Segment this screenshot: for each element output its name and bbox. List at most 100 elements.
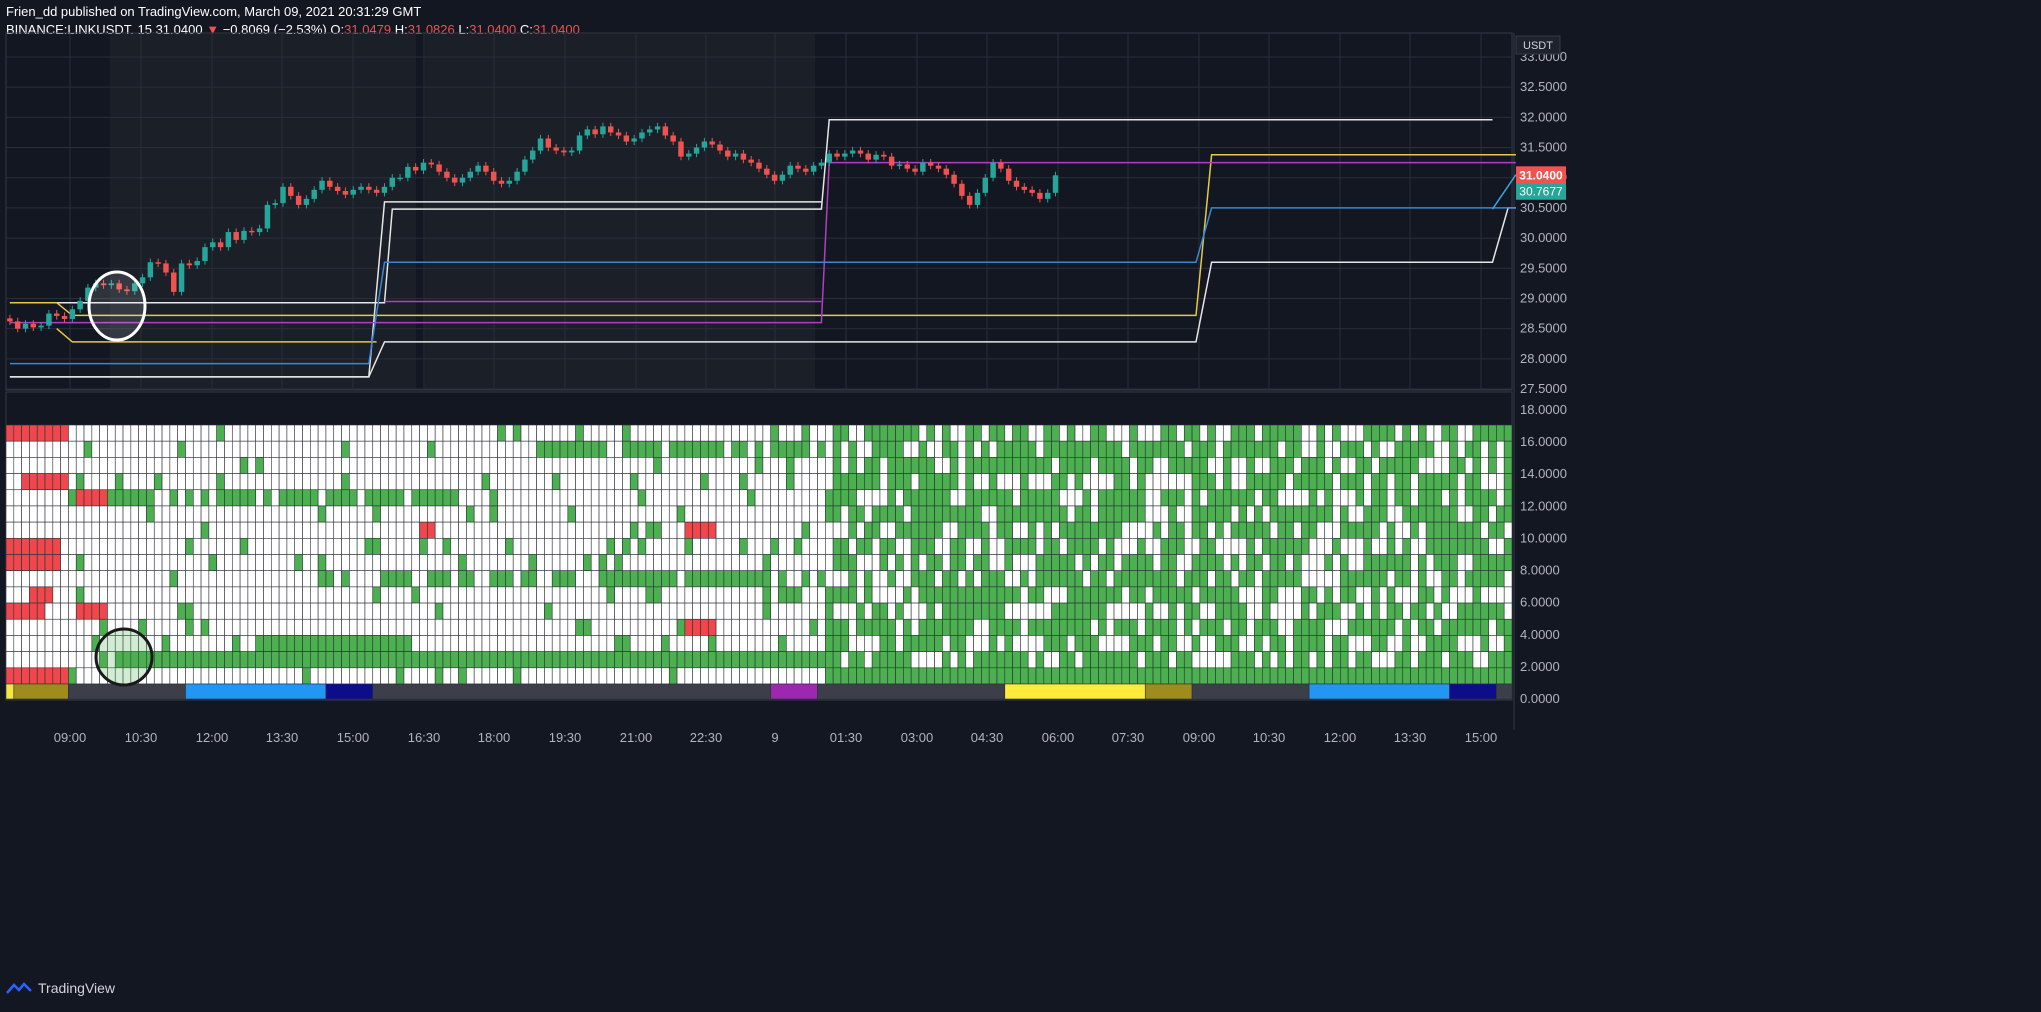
heatmap-cell	[1301, 635, 1310, 652]
session-strip-cell	[770, 683, 818, 700]
heatmap-cell	[559, 489, 569, 507]
heatmap-cell	[489, 505, 498, 523]
heatmap-cell	[5, 618, 15, 636]
heatmap-cell	[1371, 586, 1380, 604]
heatmap-cell	[551, 667, 561, 685]
heatmap-cell	[536, 618, 545, 636]
heatmap-cell	[731, 618, 740, 636]
heatmap-cell	[434, 618, 444, 636]
heatmap-cell	[957, 457, 967, 474]
heatmap-cell	[949, 554, 959, 571]
heatmap-cell	[1441, 473, 1450, 491]
heatmap-cell	[1464, 602, 1474, 620]
heatmap-cell	[1176, 505, 1185, 523]
heatmap-cell	[715, 618, 725, 636]
heatmap-cell	[1262, 586, 1271, 604]
heatmap-cell	[512, 538, 522, 555]
heatmap-cell	[1191, 473, 1201, 491]
heatmap-cell	[965, 457, 974, 474]
heatmap-cell	[1035, 602, 1045, 620]
heatmap-cell	[692, 570, 701, 588]
heatmap-cell	[388, 505, 397, 523]
heatmap-cell	[419, 618, 428, 636]
heatmap-cell	[996, 505, 1006, 523]
heatmap-cell	[871, 473, 881, 491]
heatmap-cell	[153, 667, 163, 685]
heatmap-cell	[1433, 505, 1443, 523]
heatmap-cell	[278, 538, 288, 555]
heatmap-cell	[294, 635, 303, 652]
heatmap-cell	[606, 602, 615, 620]
heatmap-cell	[864, 570, 873, 588]
heatmap-cell	[786, 618, 795, 636]
heatmap-cell	[1503, 440, 1513, 458]
heatmap-cell	[926, 489, 935, 507]
heatmap-cell	[1246, 440, 1255, 458]
heatmap-cell	[544, 521, 553, 539]
heatmap-cell	[1254, 521, 1263, 539]
heatmap-cell	[208, 473, 217, 491]
heatmap-cell	[1386, 570, 1396, 588]
last-price-tag-text: 31.0400	[1519, 168, 1563, 182]
heatmap-cell	[840, 440, 850, 458]
heatmap-cell	[458, 635, 467, 652]
heatmap-cell	[590, 651, 600, 669]
heatmap-cell	[247, 618, 256, 636]
heatmap-cell	[544, 505, 553, 523]
heatmap-cell	[1332, 489, 1341, 507]
heatmap-cell	[341, 602, 350, 620]
heatmap-cell	[1418, 618, 1427, 636]
heatmap-cell	[1277, 505, 1287, 523]
heatmap-cell	[138, 473, 147, 491]
heatmap-cell	[1340, 457, 1349, 474]
heatmap-cell	[411, 602, 420, 620]
heatmap-cell	[895, 570, 904, 588]
heatmap-cell	[1090, 635, 1099, 652]
heatmap-cell	[380, 554, 389, 571]
heatmap-cell	[130, 457, 139, 474]
heatmap-cell	[1168, 602, 1177, 620]
candle	[311, 189, 317, 199]
heatmap-cell	[684, 635, 693, 652]
heatmap-cell	[668, 473, 678, 491]
candle	[584, 129, 591, 136]
heatmap-cell	[778, 667, 787, 685]
heatmap-cell	[1449, 424, 1458, 442]
heatmap-cell	[1020, 505, 1029, 523]
heatmap-cell	[629, 538, 639, 555]
heatmap-cell	[153, 651, 163, 669]
heatmap-cell	[957, 538, 967, 555]
heatmap-cell	[887, 554, 896, 571]
y-tick-label: 28.0000	[1520, 351, 1567, 366]
heatmap-cell	[247, 602, 256, 620]
heatmap-cell	[1121, 473, 1130, 491]
heatmap-cell	[809, 602, 818, 620]
heatmap-cell	[957, 602, 967, 620]
heatmap-cell	[622, 667, 631, 685]
heatmap-cell	[278, 570, 288, 588]
x-tick-label: 18:00	[478, 730, 511, 745]
heatmap-cell	[1324, 570, 1333, 588]
heatmap-cell	[169, 602, 178, 620]
heatmap-cell	[536, 489, 545, 507]
heatmap-cell	[505, 521, 514, 539]
candle	[951, 174, 957, 184]
heatmap-cell	[458, 457, 467, 474]
heatmap-cell	[637, 505, 647, 523]
heatmap-cell	[1254, 489, 1263, 507]
heatmap-cell	[1301, 554, 1310, 571]
heatmap-cell	[910, 489, 920, 507]
heatmap-cell	[1113, 521, 1123, 539]
heatmap-cell	[1043, 489, 1052, 507]
heatmap-cell	[825, 602, 834, 620]
heatmap-cell	[629, 602, 639, 620]
heatmap-cell	[138, 586, 147, 604]
heatmap-cell	[762, 570, 772, 588]
heatmap-cell	[341, 635, 350, 652]
heatmap-cell	[606, 570, 615, 588]
heatmap-cell	[949, 473, 959, 491]
heatmap-cell	[942, 457, 951, 474]
heatmap-cell	[598, 505, 608, 523]
heatmap-cell	[1191, 618, 1201, 636]
